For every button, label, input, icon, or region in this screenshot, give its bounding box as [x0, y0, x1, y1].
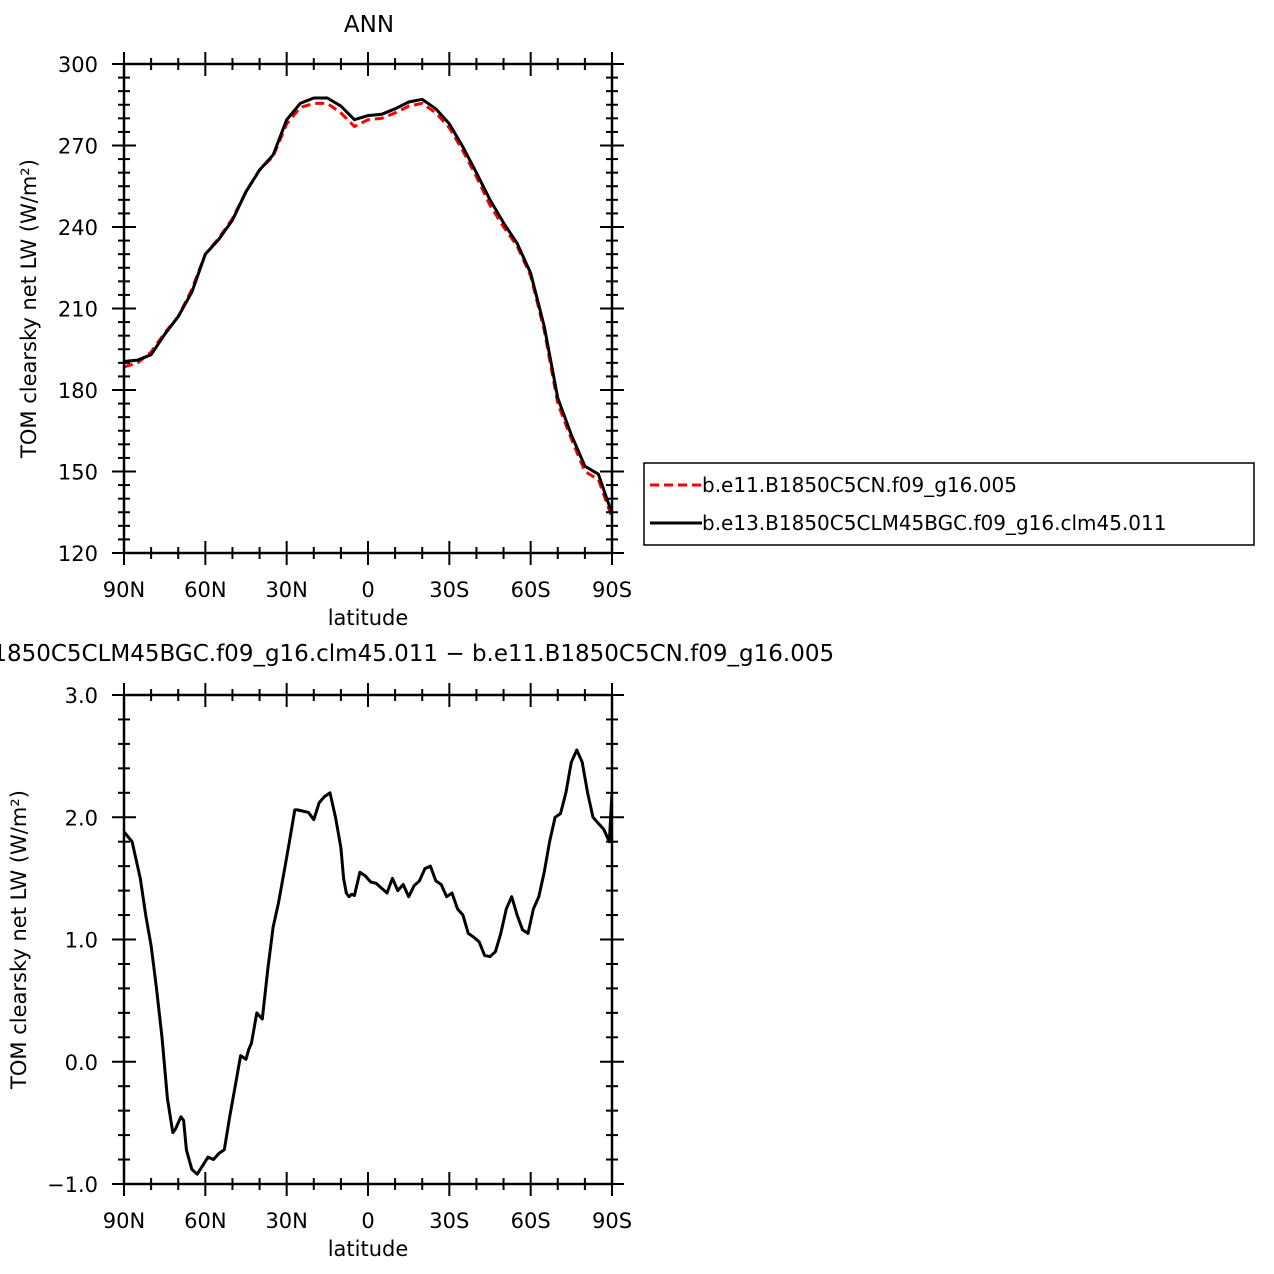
x-axis-label: latitude: [328, 1237, 409, 1261]
legend-label-1: b.e13.B1850C5CLM45BGC.f09_g16.clm45.011: [702, 511, 1166, 535]
legend: b.e11.B1850C5CN.f09_g16.005 b.e13.B1850C5…: [643, 462, 1255, 546]
y-tick-label: −1.0: [47, 1173, 98, 1197]
x-tick-label: 30N: [265, 1209, 307, 1233]
x-tick-label: 90N: [103, 578, 145, 602]
plot-title: ANN: [344, 12, 394, 38]
y-tick-label: 210: [58, 298, 98, 322]
plot-frame: [122, 693, 614, 1186]
x-axis-label: latitude: [328, 606, 409, 630]
y-tick-label: 150: [58, 461, 98, 485]
y-tick-label: 120: [58, 542, 98, 566]
x-tick-label: 60S: [511, 578, 551, 602]
x-tick-label: 90N: [103, 1209, 145, 1233]
series-line-1: [124, 96, 612, 515]
y-tick-label: 300: [58, 53, 98, 77]
x-tick-label: 30S: [429, 578, 469, 602]
x-tick-label: 60S: [511, 1209, 551, 1233]
y-tick-label: 2.0: [65, 806, 98, 830]
x-tick-label: 60N: [184, 1209, 226, 1233]
top-panel: ANN 90N 60N 30N 0 30S 60S 90S 120 150 180 210 240 270…: [17, 12, 632, 630]
x-tick-label: 0: [361, 578, 374, 602]
plot-title: b.e13.B1850C5CLM45BGC.f09_g16.clm45.011 …: [0, 641, 834, 667]
bottom-panel: b.e13.B1850C5CLM45BGC.f09_g16.clm45.011 …: [0, 641, 834, 1261]
x-tick-label: 0: [361, 1209, 374, 1233]
x-tick-label: 90S: [592, 578, 632, 602]
legend-box: [643, 462, 1255, 546]
y-tick-label: 270: [58, 135, 98, 159]
y-axis-label: TOM clearsky net LW (W/m²): [7, 790, 31, 1090]
legend-label-0: b.e11.B1850C5CN.f09_g16.005: [702, 473, 1017, 497]
x-tick-label: 30N: [265, 578, 307, 602]
series-line-0: [124, 748, 612, 1176]
y-tick-label: 0.0: [65, 1051, 98, 1075]
y-tick-label: 240: [58, 216, 98, 240]
y-tick-label: 3.0: [65, 684, 98, 708]
x-tick-label: 90S: [592, 1209, 632, 1233]
y-tick-label: 1.0: [65, 929, 98, 953]
x-tick-label: 60N: [184, 578, 226, 602]
x-tick-label: 30S: [429, 1209, 469, 1233]
y-axis-label: TOM clearsky net LW (W/m²): [17, 159, 41, 459]
y-tick-label: 180: [58, 379, 98, 403]
